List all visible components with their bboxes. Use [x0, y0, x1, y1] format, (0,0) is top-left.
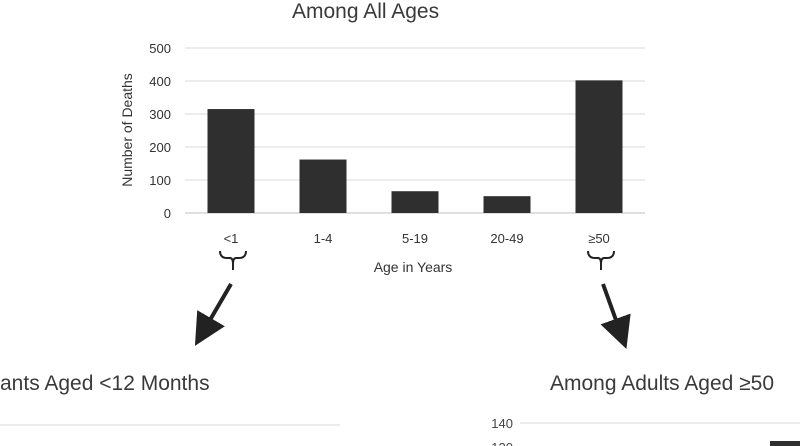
- y-tick-label: 200: [149, 140, 171, 155]
- bar-4: [575, 80, 623, 213]
- x-axis-label: Age in Years: [374, 259, 453, 275]
- brace-left: [219, 250, 247, 270]
- bar-2: [391, 191, 439, 213]
- arrow-right: [600, 283, 631, 350]
- x-tick-label: <1: [224, 231, 239, 246]
- x-tick-label: 1-4: [314, 231, 333, 246]
- y-tick-label: 500: [149, 41, 171, 56]
- y-tick-label: 300: [149, 107, 171, 122]
- x-tick-label: 20-49: [490, 231, 523, 246]
- bars: [207, 80, 623, 213]
- bar-1: [299, 159, 347, 213]
- subchart-right-title: Among Adults Aged ≥50: [550, 372, 775, 395]
- y-tick-label: 400: [149, 74, 171, 89]
- bar-0: [207, 109, 255, 213]
- right-subchart-ytick-120: 120: [491, 440, 513, 446]
- bar-3: [483, 196, 531, 213]
- brace-right: [587, 250, 615, 270]
- right-subchart-ytick-140: 140: [491, 416, 513, 431]
- y-tick-label: 100: [149, 173, 171, 188]
- right-subchart-bar-partial: [770, 441, 800, 446]
- x-tick-label: ≥50: [588, 231, 610, 246]
- chart-title: Among All Ages: [292, 0, 440, 23]
- y-axis-label: Number of Deaths: [119, 73, 135, 187]
- y-axis-ticks: 0 100 200 300 400 500: [149, 41, 171, 221]
- x-axis-ticks: <1 1-4 5-19 20-49 ≥50: [224, 231, 610, 246]
- arrow-left: [194, 282, 233, 346]
- subchart-left-title: ants Aged <12 Months: [0, 372, 210, 395]
- y-tick-label: 0: [164, 206, 171, 221]
- x-tick-label: 5-19: [402, 231, 428, 246]
